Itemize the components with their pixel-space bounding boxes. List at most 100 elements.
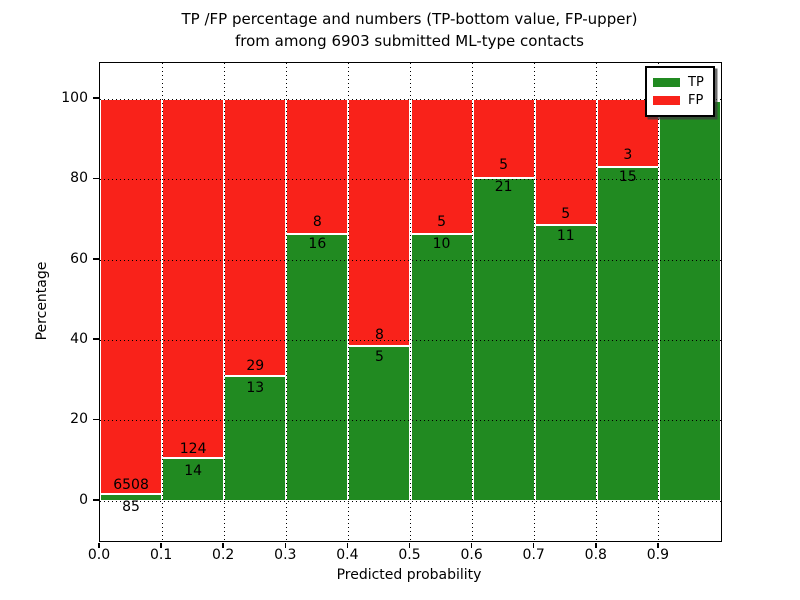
- bar-tp-label: 14: [184, 463, 203, 480]
- v-gridline: [410, 63, 411, 541]
- bar: [348, 99, 411, 501]
- y-tick-label: 40: [70, 331, 88, 348]
- x-tick-mark: [532, 543, 535, 548]
- v-gridline: [472, 63, 474, 541]
- y-tick-mark: [93, 97, 99, 99]
- bar: [410, 99, 473, 501]
- bar-fp-label: 8: [374, 327, 384, 344]
- x-tick-label: 0.5: [398, 547, 421, 563]
- bar-fp-label: 6508: [113, 476, 149, 493]
- bar: [658, 99, 721, 501]
- legend-label-tp: TP: [688, 75, 704, 90]
- bar-tp-label: 11: [556, 227, 575, 244]
- bar-fp-segment: [472, 99, 535, 178]
- bar-tp-segment: [472, 177, 535, 501]
- bar-fp-segment: [162, 99, 225, 459]
- bar-fp-label: 124: [179, 441, 207, 458]
- v-gridline: [347, 63, 349, 541]
- bar-tp-segment: [410, 233, 473, 501]
- y-axis-label: Percentage: [34, 261, 50, 341]
- bar-tp-segment: [596, 167, 659, 501]
- y-tick-label: 0: [79, 491, 88, 508]
- x-axis-label: Predicted probability: [336, 567, 482, 583]
- legend-item-tp: TP: [653, 74, 707, 91]
- bar-fp-label: 8: [312, 214, 322, 231]
- x-tick-label: 0.8: [584, 547, 607, 563]
- tp-color-swatch: [653, 78, 680, 87]
- v-gridline: [596, 63, 598, 541]
- bar-tp-label: 21: [494, 179, 513, 196]
- v-gridline: [161, 63, 163, 541]
- y-tick-label: 80: [70, 170, 88, 187]
- v-gridline: [658, 63, 660, 541]
- bar: [286, 99, 349, 501]
- x-tick-mark: [470, 543, 473, 548]
- bar-fp-label: 5: [437, 214, 447, 231]
- plot-area: 6508851241429138168551052151131518: [99, 62, 722, 542]
- bar: [162, 99, 225, 501]
- y-tick-mark: [93, 338, 99, 340]
- y-tick-mark: [93, 499, 99, 501]
- y-tick-label: 20: [70, 411, 88, 428]
- chart-title: TP /FP percentage and numbers (TP-bottom…: [99, 8, 720, 52]
- fp-color-swatch: [653, 96, 680, 105]
- bar-tp-label: 16: [308, 236, 327, 253]
- bar-fp-segment: [410, 99, 473, 234]
- x-tick-label: 0.9: [646, 547, 670, 563]
- x-tick-label: 0.0: [87, 547, 111, 563]
- legend-label-fp: FP: [688, 93, 704, 108]
- v-gridline: [285, 63, 287, 541]
- bar-tp-segment: [224, 375, 287, 501]
- legend-item-fp: FP: [653, 92, 707, 109]
- x-tick-mark: [284, 543, 287, 548]
- bar: [534, 99, 597, 501]
- bar-tp-label: 13: [246, 379, 265, 396]
- x-tick-label: 0.7: [522, 547, 545, 563]
- bar-fp-segment: [534, 99, 597, 226]
- chart-title-line1: TP /FP percentage and numbers (TP-bottom…: [181, 10, 638, 28]
- bar-tp-segment: [286, 233, 349, 501]
- bar-tp-segment: [658, 101, 721, 501]
- x-tick-label: 0.1: [149, 547, 173, 563]
- x-tick-mark: [408, 543, 411, 548]
- v-gridline: [223, 63, 225, 541]
- bar-tp-label: 15: [618, 169, 637, 186]
- x-tick-mark: [160, 543, 162, 548]
- bar: [100, 99, 163, 501]
- x-tick-label: 0.6: [460, 547, 483, 563]
- bar-fp-segment: [224, 99, 287, 376]
- x-tick-label: 0.3: [274, 547, 297, 563]
- y-tick-mark: [93, 418, 99, 421]
- bar-fp-label: 5: [499, 157, 509, 174]
- bar-fp-segment: [348, 99, 411, 346]
- bar-tp-segment: [534, 225, 597, 501]
- x-tick-mark: [222, 543, 224, 548]
- x-tick-mark: [595, 543, 597, 548]
- x-tick-mark: [346, 543, 349, 548]
- bar-fp-label: 29: [246, 357, 265, 374]
- x-tick-label: 0.2: [212, 547, 235, 563]
- bar-fp-segment: [100, 99, 163, 494]
- bar-fp-label: 5: [561, 205, 571, 222]
- bar: [472, 99, 535, 501]
- y-tick-mark: [93, 177, 99, 180]
- x-tick-mark: [98, 543, 100, 548]
- bar: [596, 99, 659, 501]
- bar-tp-label: 10: [432, 236, 451, 253]
- bar-fp-label: 3: [623, 147, 633, 164]
- bar-tp-label: 85: [122, 498, 140, 515]
- bar-tp-segment: [162, 458, 225, 501]
- v-gridline: [534, 63, 536, 541]
- bar-tp-segment: [100, 493, 163, 501]
- y-tick-label: 60: [70, 250, 88, 267]
- x-tick-mark: [657, 543, 659, 548]
- y-tick-label: 100: [61, 90, 88, 107]
- bar-fp-segment: [286, 99, 349, 234]
- x-tick-label: 0.4: [336, 547, 359, 563]
- y-tick-mark: [93, 258, 99, 260]
- chart-title-line2: from among 6903 submitted ML-type contac…: [235, 32, 584, 50]
- bar: [224, 99, 287, 501]
- bar-tp-label: 5: [374, 349, 384, 366]
- legend: TP FP: [645, 66, 715, 117]
